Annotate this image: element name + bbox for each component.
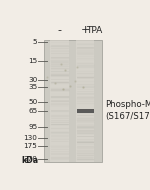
Text: -: - [57,25,62,35]
Text: 270: 270 [23,156,37,162]
Bar [50,40,69,162]
Text: 95: 95 [28,124,37,130]
Text: TPA: TPA [86,26,102,35]
Text: Phospho-MARCKS
(S167/S170): Phospho-MARCKS (S167/S170) [105,100,150,121]
Bar [76,40,94,162]
Text: kDa: kDa [22,156,39,165]
Text: 65: 65 [28,108,37,114]
Text: 130: 130 [23,135,37,141]
Text: +: + [80,25,90,35]
Bar [44,40,102,162]
Text: 50: 50 [28,99,37,105]
Text: 30: 30 [28,77,37,83]
Text: 15: 15 [28,58,37,64]
Bar [77,108,94,113]
Text: 175: 175 [23,143,37,149]
Text: 35: 35 [28,84,37,90]
Text: 5: 5 [33,39,37,45]
